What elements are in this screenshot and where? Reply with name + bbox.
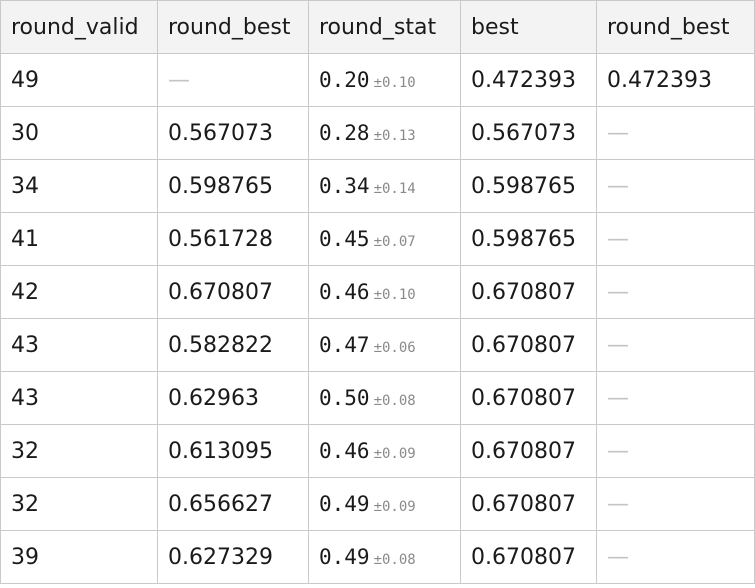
- column-header-round-best-2[interactable]: round_best: [596, 0, 755, 54]
- cell-round-stat: 0.46 ±0.10: [308, 265, 461, 319]
- stat-mean: 0.20: [319, 67, 370, 92]
- stat-plus-minus: ±0.10: [373, 74, 416, 91]
- table-row: 43 0.582822 0.47 ±0.06 0.670807—: [0, 318, 755, 372]
- stat-mean: 0.49: [319, 544, 370, 569]
- cell-best: 0.670807: [460, 318, 597, 372]
- table-row: 34 0.598765 0.34 ±0.14 0.598765—: [0, 159, 755, 213]
- table-row: 32 0.613095 0.46 ±0.09 0.670807—: [0, 424, 755, 478]
- column-header-round-valid[interactable]: round_valid: [0, 0, 158, 54]
- stat-mean: 0.46: [319, 279, 370, 304]
- cell-round-best-2: —: [596, 159, 755, 213]
- cell-round-best-2: —: [596, 318, 755, 372]
- cell-round-valid: 32: [0, 477, 158, 531]
- cell-round-best: 0.613095: [157, 424, 309, 478]
- cell-round-valid: 41: [0, 212, 158, 266]
- table-row: 42 0.670807 0.46 ±0.10 0.670807—: [0, 265, 755, 319]
- cell-round-stat: 0.45 ±0.07: [308, 212, 461, 266]
- header-row: round_valid round_best round_stat best r…: [0, 0, 755, 54]
- stat-plus-minus: ±0.09: [373, 498, 416, 515]
- cell-round-best: 0.582822: [157, 318, 309, 372]
- stat-plus-minus: ±0.08: [373, 392, 416, 409]
- cell-round-best: 0.561728: [157, 212, 309, 266]
- cell-round-best-2: —: [596, 212, 755, 266]
- cell-round-stat: 0.47 ±0.06: [308, 318, 461, 372]
- cell-best: 0.472393: [460, 53, 597, 107]
- cell-round-best: 0.567073: [157, 106, 309, 160]
- table-row: 41 0.561728 0.45 ±0.07 0.598765—: [0, 212, 755, 266]
- column-header-round-best[interactable]: round_best: [157, 0, 309, 54]
- table-row: 30 0.567073 0.28 ±0.13 0.567073—: [0, 106, 755, 160]
- cell-best: 0.670807: [460, 424, 597, 478]
- cell-round-best: 0.598765: [157, 159, 309, 213]
- cell-round-best-2: —: [596, 424, 755, 478]
- cell-round-best: —: [157, 53, 309, 107]
- stat-plus-minus: ±0.09: [373, 445, 416, 462]
- cell-round-best: 0.656627: [157, 477, 309, 531]
- stat-mean: 0.46: [319, 438, 370, 463]
- stat-plus-minus: ±0.14: [373, 180, 416, 197]
- table-row: 39 0.627329 0.49 ±0.08 0.670807—: [0, 530, 755, 584]
- cell-round-best: 0.62963: [157, 371, 309, 425]
- cell-round-stat: 0.34 ±0.14: [308, 159, 461, 213]
- cell-best: 0.670807: [460, 371, 597, 425]
- cell-round-valid: 43: [0, 371, 158, 425]
- cell-round-valid: 42: [0, 265, 158, 319]
- cell-best: 0.598765: [460, 212, 597, 266]
- stat-mean: 0.50: [319, 385, 370, 410]
- cell-round-best: 0.670807: [157, 265, 309, 319]
- cell-best: 0.670807: [460, 530, 597, 584]
- cell-best: 0.670807: [460, 265, 597, 319]
- table-row: 32 0.656627 0.49 ±0.09 0.670807—: [0, 477, 755, 531]
- cell-round-stat: 0.49 ±0.09: [308, 477, 461, 531]
- stat-mean: 0.45: [319, 226, 370, 251]
- cell-round-best-2: —: [596, 477, 755, 531]
- stat-plus-minus: ±0.07: [373, 233, 416, 250]
- cell-round-best-2: —: [596, 371, 755, 425]
- cell-round-stat: 0.28 ±0.13: [308, 106, 461, 160]
- cell-round-valid: 32: [0, 424, 158, 478]
- cell-round-valid: 34: [0, 159, 158, 213]
- stat-mean: 0.34: [319, 173, 370, 198]
- stat-mean: 0.47: [319, 332, 370, 357]
- cell-round-stat: 0.49 ±0.08: [308, 530, 461, 584]
- cell-round-best-2: —: [596, 530, 755, 584]
- table-row: 43 0.62963 0.50 ±0.08 0.670807—: [0, 371, 755, 425]
- cell-round-stat: 0.46 ±0.09: [308, 424, 461, 478]
- stat-plus-minus: ±0.10: [373, 286, 416, 303]
- stat-mean: 0.49: [319, 491, 370, 516]
- cell-round-valid: 49: [0, 53, 158, 107]
- column-header-best[interactable]: best: [460, 0, 597, 54]
- stat-plus-minus: ±0.13: [373, 127, 416, 144]
- cell-round-best-2: —: [596, 106, 755, 160]
- cell-best: 0.567073: [460, 106, 597, 160]
- stat-mean: 0.28: [319, 120, 370, 145]
- cell-round-valid: 30: [0, 106, 158, 160]
- cell-round-best: 0.627329: [157, 530, 309, 584]
- cell-round-stat: 0.20 ±0.10: [308, 53, 461, 107]
- table-row: 49—0.20 ±0.10 0.472393 0.472393: [0, 53, 755, 107]
- cell-round-valid: 39: [0, 530, 158, 584]
- cell-best: 0.598765: [460, 159, 597, 213]
- cell-round-best-2: 0.472393: [596, 53, 755, 107]
- column-header-round-stat[interactable]: round_stat: [308, 0, 461, 54]
- cell-best: 0.670807: [460, 477, 597, 531]
- cell-round-valid: 43: [0, 318, 158, 372]
- stat-plus-minus: ±0.06: [373, 339, 416, 356]
- cell-round-best-2: —: [596, 265, 755, 319]
- cell-round-stat: 0.50 ±0.08: [308, 371, 461, 425]
- stat-plus-minus: ±0.08: [373, 551, 416, 568]
